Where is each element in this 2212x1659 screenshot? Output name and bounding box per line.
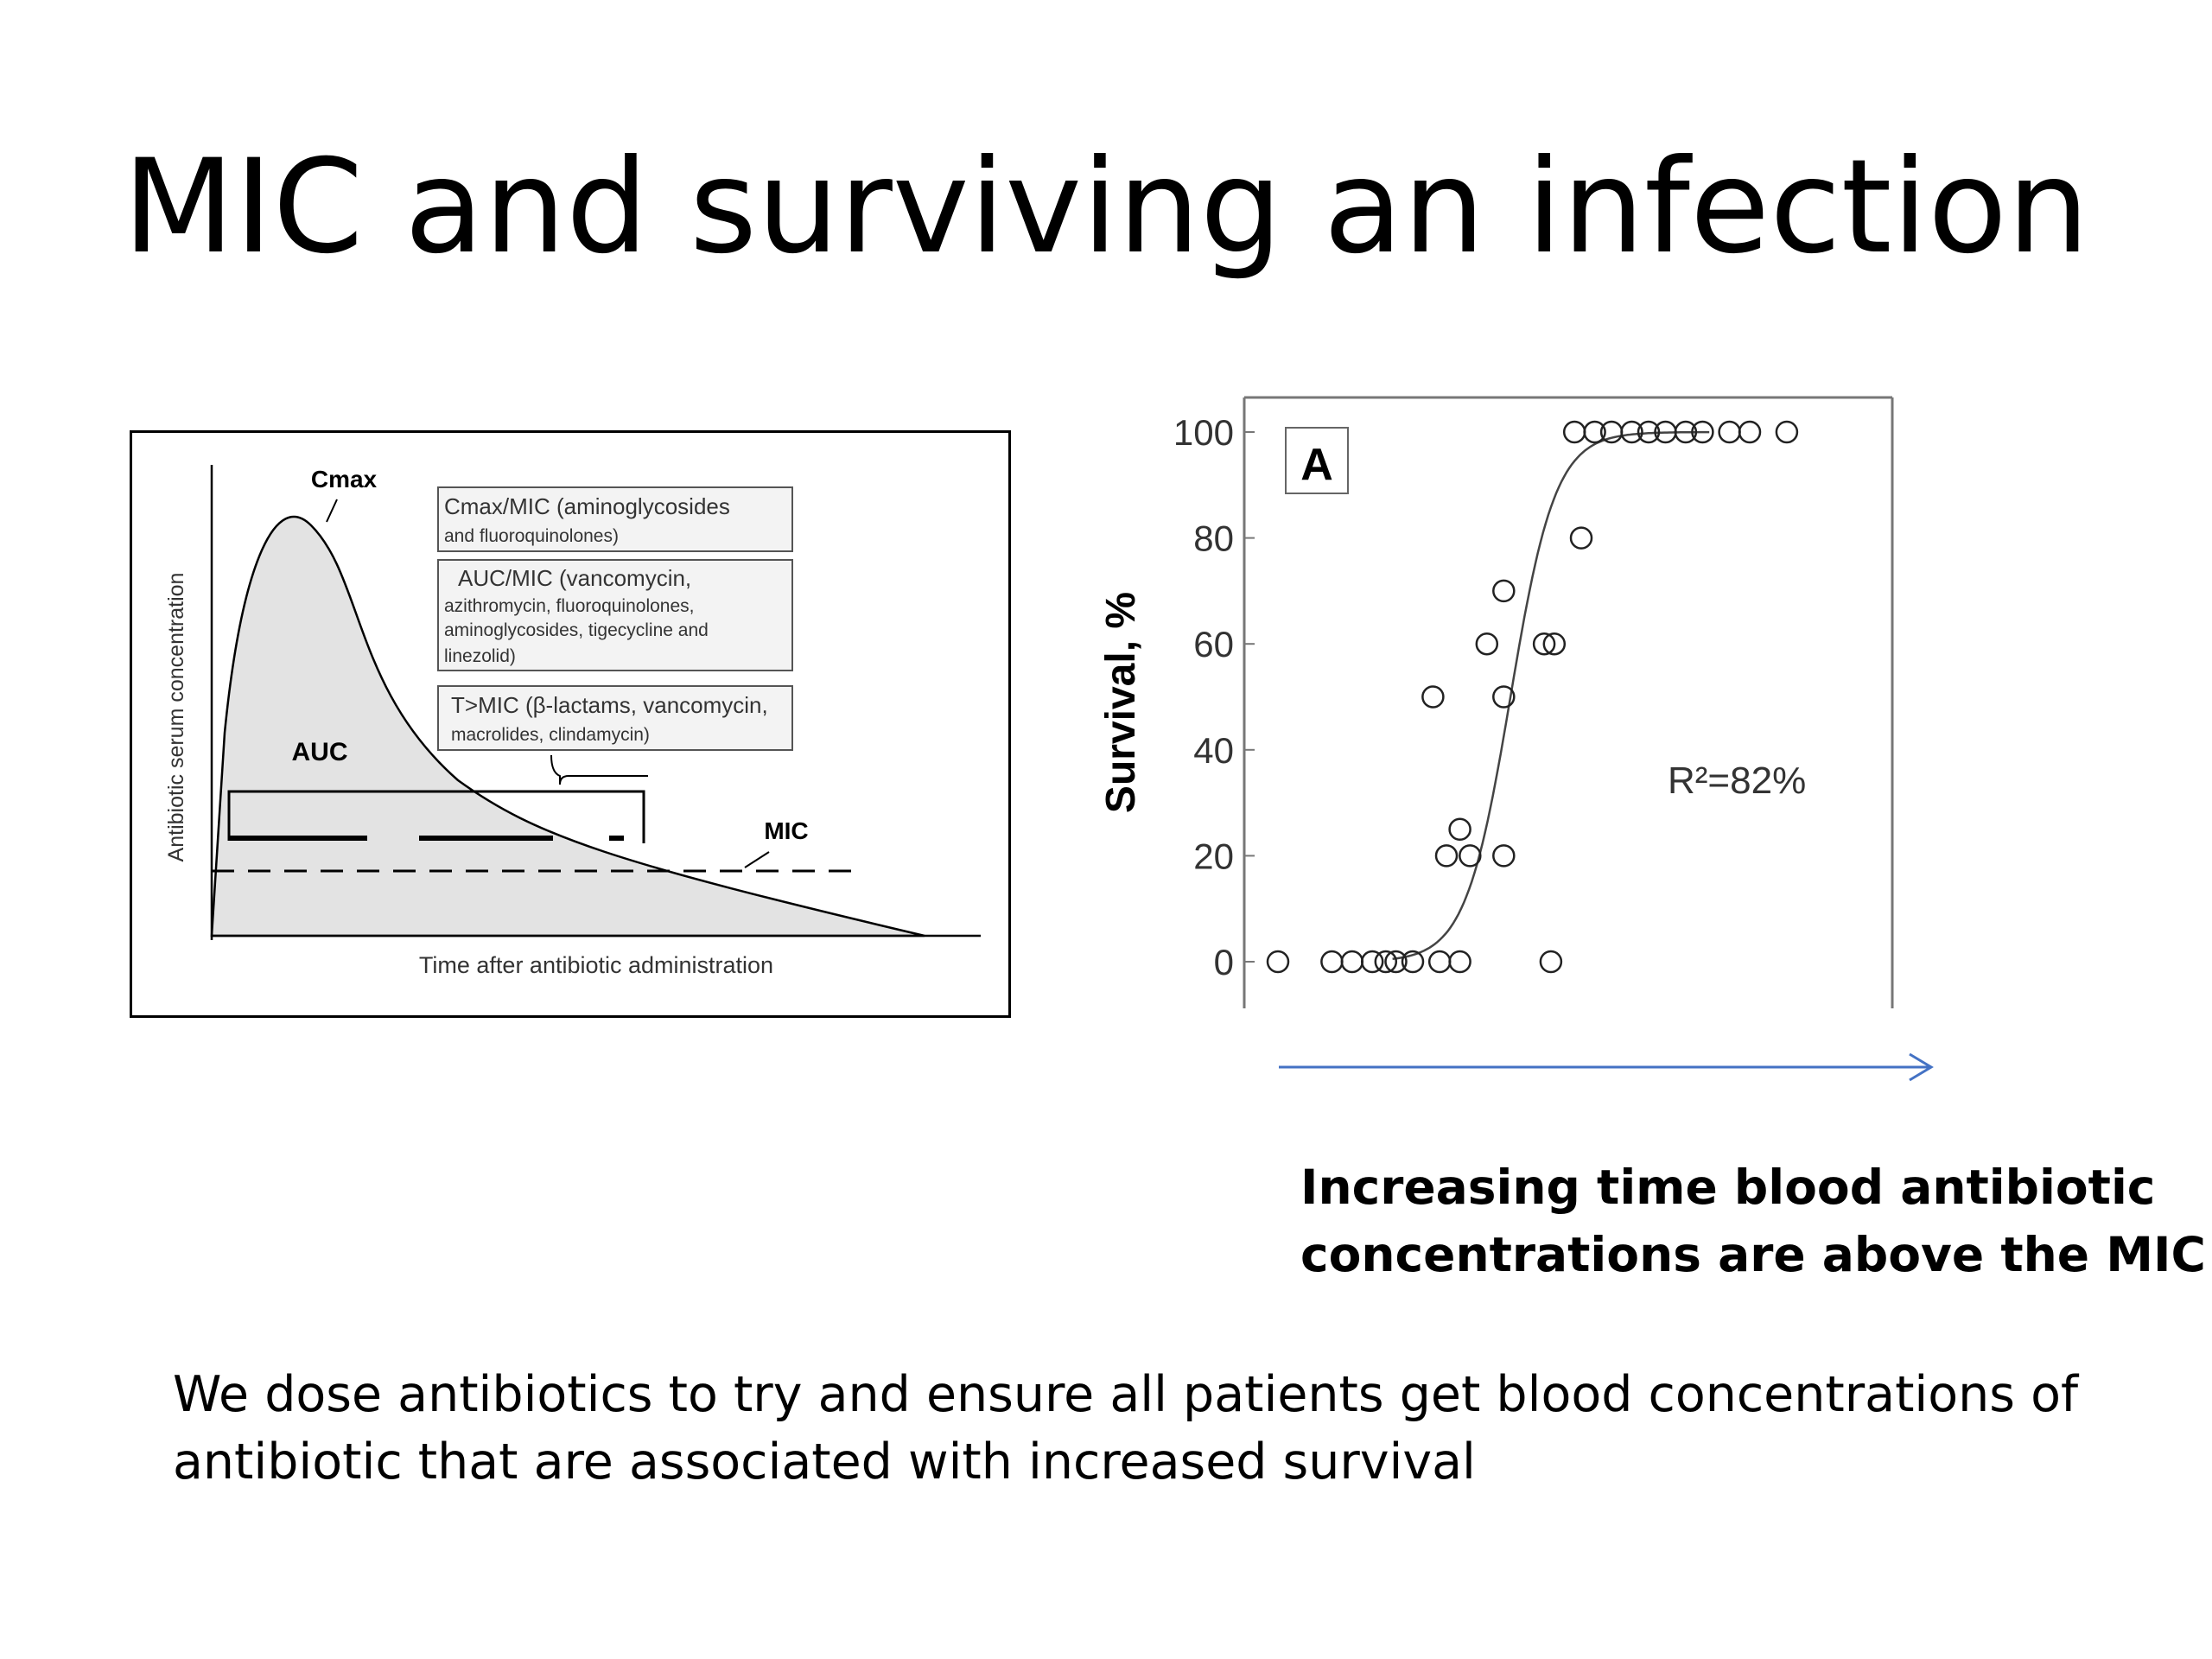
y-tick-label: 60 — [1193, 624, 1234, 664]
cmax-pointer — [326, 499, 338, 523]
data-point — [1583, 420, 1606, 444]
y-tick-label: 40 — [1193, 730, 1234, 771]
data-point — [1738, 420, 1762, 444]
data-points — [1266, 420, 1799, 974]
data-point — [1569, 526, 1593, 550]
y-tick-label: 80 — [1193, 518, 1234, 559]
data-point — [1539, 950, 1563, 974]
auc-mic-box: AUC/MIC (vancomycin, azithromycin, fluor… — [437, 559, 793, 671]
mic-pointer — [744, 851, 770, 868]
caption-line-2: concentrations are above the MIC — [1300, 1227, 2206, 1282]
data-point — [1718, 420, 1741, 444]
y-tick-label: 0 — [1214, 942, 1234, 982]
data-point — [1448, 817, 1471, 841]
y-axis-label: Survival, % — [1098, 592, 1144, 813]
caption-line-1: Increasing time blood antibiotic — [1300, 1160, 2156, 1215]
data-point — [1266, 950, 1290, 974]
panel-label-box — [1285, 427, 1349, 494]
data-point — [1448, 950, 1471, 974]
box2-line-3: aminoglycosides, tigecycline and — [444, 620, 709, 640]
t-above-mic-bracket — [227, 790, 645, 843]
x-axis-caption: Increasing time blood antibiotic concent… — [1300, 1154, 2208, 1288]
data-point — [1434, 844, 1459, 868]
data-point — [1401, 950, 1425, 974]
data-point — [1542, 632, 1567, 656]
y-tick-label: 100 — [1173, 412, 1234, 453]
data-point — [1475, 632, 1499, 656]
data-point — [1374, 950, 1398, 974]
survival-scatter-chart: A Survival, % R²=82% 0 20 40 60 80 100 — [1098, 396, 1934, 1082]
box2-line-2: azithromycin, fluoroquinolones, — [444, 596, 695, 616]
body-line-1: We dose antibiotics to try and ensure al… — [173, 1366, 2079, 1423]
box2-line-4: linezolid) — [444, 646, 516, 666]
data-point — [1674, 420, 1698, 444]
box1-line-1: Cmax/MIC (aminoglycosides — [444, 493, 730, 519]
diagram-y-label: Antibiotic serum concentration — [164, 573, 188, 862]
data-point — [1360, 950, 1384, 974]
data-point — [1620, 420, 1643, 444]
y-tick-label: 20 — [1193, 836, 1234, 876]
box3-line-2: macrolides, clindamycin) — [451, 725, 650, 745]
r-squared-annotation: R²=82% — [1668, 760, 1806, 802]
data-point — [1492, 579, 1516, 603]
logistic-fit-curve — [1392, 430, 1710, 961]
box3-line-1: T>MIC (β-lactams, vancomycin, — [451, 692, 768, 718]
data-point — [1320, 950, 1344, 974]
data-point — [1492, 685, 1516, 709]
cmax-mic-box: Cmax/MIC (aminoglycosides and fluoroquin… — [437, 486, 793, 552]
mic-label: MIC — [764, 817, 808, 844]
body-line-2: antibiotic that are associated with incr… — [173, 1433, 1476, 1491]
data-point — [1492, 844, 1516, 868]
concentration-curve — [210, 515, 925, 938]
data-point — [1637, 420, 1661, 444]
data-point — [1775, 420, 1799, 444]
data-point — [1562, 420, 1586, 444]
box2-line-1: AUC/MIC (vancomycin, — [458, 565, 691, 591]
panel-label: A — [1300, 440, 1333, 490]
bottom-text: We dose antibiotics to try and ensure al… — [173, 1361, 2160, 1496]
slide-title: MIC and surviving an infection — [122, 132, 2089, 283]
box1-line-2: and fluoroquinolones) — [444, 526, 619, 546]
data-point — [1691, 420, 1714, 444]
pk-pd-diagram: Antibiotic serum concentration Time afte… — [130, 430, 1011, 1018]
y-ticks: 0 20 40 60 80 100 — [1173, 412, 1255, 982]
data-point — [1340, 950, 1364, 974]
brace — [550, 754, 648, 785]
data-point — [1384, 950, 1408, 974]
data-point — [1427, 950, 1452, 974]
auc-label: AUC — [292, 738, 348, 766]
data-point — [1459, 844, 1482, 868]
cmax-label: Cmax — [311, 466, 378, 493]
data-point — [1421, 685, 1445, 709]
data-point — [1532, 632, 1556, 656]
x-axis-arrow-head — [1909, 1052, 1934, 1082]
diagram-x-label: Time after antibiotic administration — [419, 952, 773, 978]
t-mic-box: T>MIC (β-lactams, vancomycin, macrolides… — [437, 685, 793, 751]
